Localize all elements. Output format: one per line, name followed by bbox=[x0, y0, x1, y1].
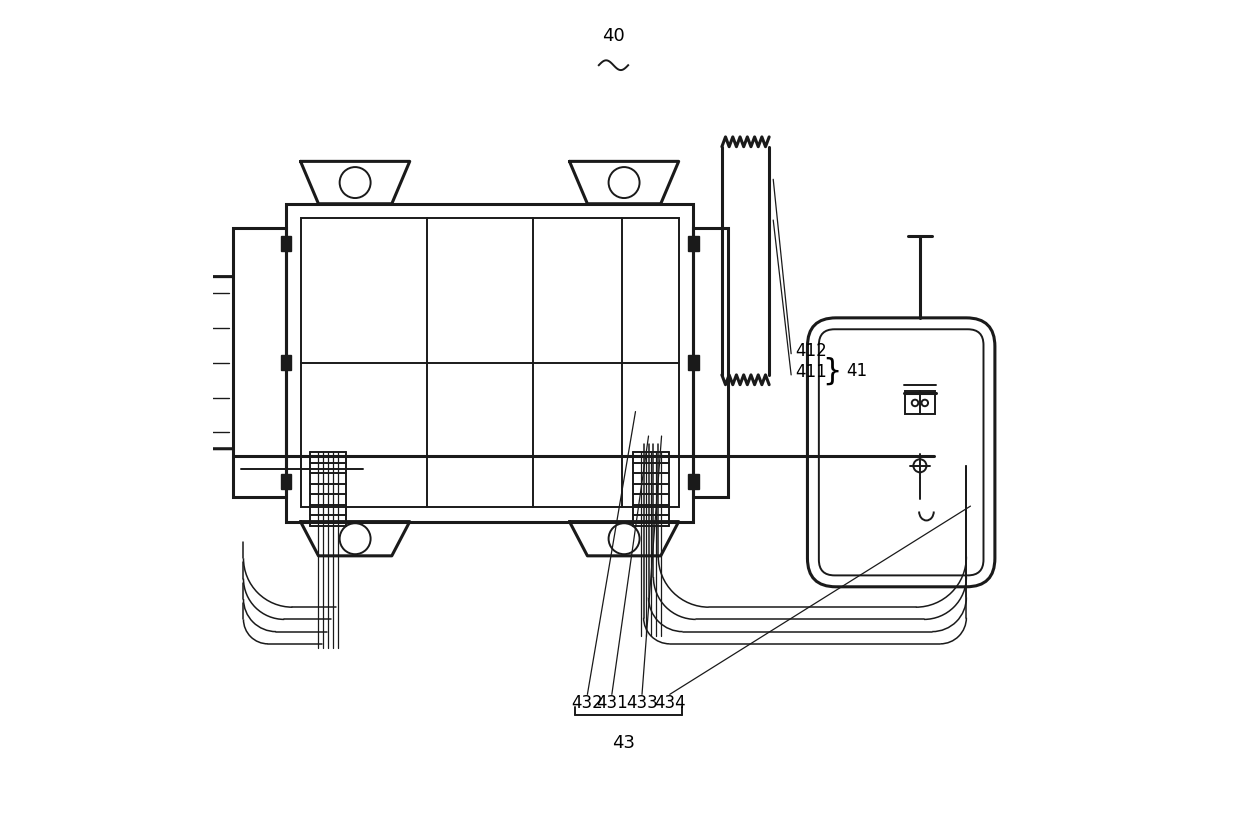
Bar bbox=[693, 228, 728, 497]
Text: 412: 412 bbox=[795, 342, 827, 360]
Bar bbox=[300, 218, 678, 507]
Text: 411: 411 bbox=[795, 363, 827, 381]
Text: 431: 431 bbox=[596, 694, 627, 712]
Bar bbox=[177, 359, 187, 371]
Text: 432: 432 bbox=[572, 694, 604, 712]
Bar bbox=[905, 390, 935, 413]
Bar bbox=[280, 474, 291, 489]
Text: 40: 40 bbox=[603, 27, 625, 45]
Bar bbox=[688, 236, 698, 251]
Bar bbox=[688, 474, 698, 489]
Text: 433: 433 bbox=[626, 694, 658, 712]
Text: }: } bbox=[822, 356, 842, 385]
Text: 41: 41 bbox=[847, 362, 868, 380]
Bar bbox=[177, 307, 187, 319]
Text: 434: 434 bbox=[653, 694, 686, 712]
Bar bbox=[280, 236, 291, 251]
Text: 43: 43 bbox=[611, 734, 635, 751]
Bar bbox=[286, 204, 693, 522]
Bar bbox=[280, 355, 291, 370]
Bar bbox=[177, 410, 187, 422]
Bar bbox=[233, 228, 286, 497]
Bar bbox=[688, 355, 698, 370]
